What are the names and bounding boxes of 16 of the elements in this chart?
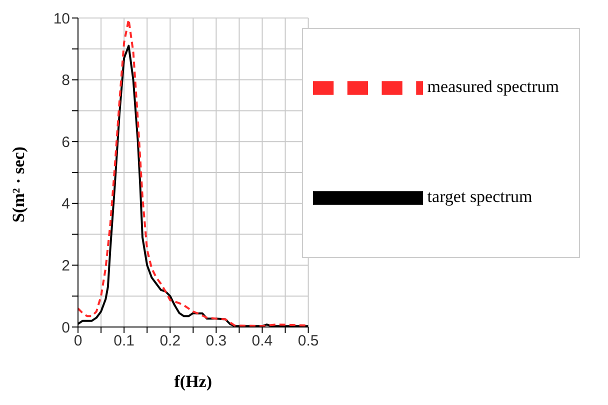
x-tick-label: 0.5 <box>298 332 319 350</box>
y-axis-title: S(m² · sec) <box>9 146 28 222</box>
x-tick-label: 0 <box>74 332 82 350</box>
x-tick-label: 0.2 <box>160 332 181 350</box>
y-tick-label: 10 <box>53 10 70 28</box>
y-tick-label: 2 <box>62 258 70 275</box>
y-tick-label: 4 <box>62 196 70 213</box>
y-tick-label: 8 <box>62 72 70 90</box>
x-tick-label: 0.3 <box>206 332 227 350</box>
y-tick-label: 0 <box>62 319 70 336</box>
text: measured spectrum <box>427 76 559 96</box>
text: target spectrum <box>427 186 532 206</box>
x-tick-label: 0.1 <box>114 332 134 350</box>
y-tick-label: 6 <box>62 134 70 151</box>
x-axis-title: f(Hz) <box>174 372 212 391</box>
x-tick-label: 0.4 <box>252 332 273 350</box>
